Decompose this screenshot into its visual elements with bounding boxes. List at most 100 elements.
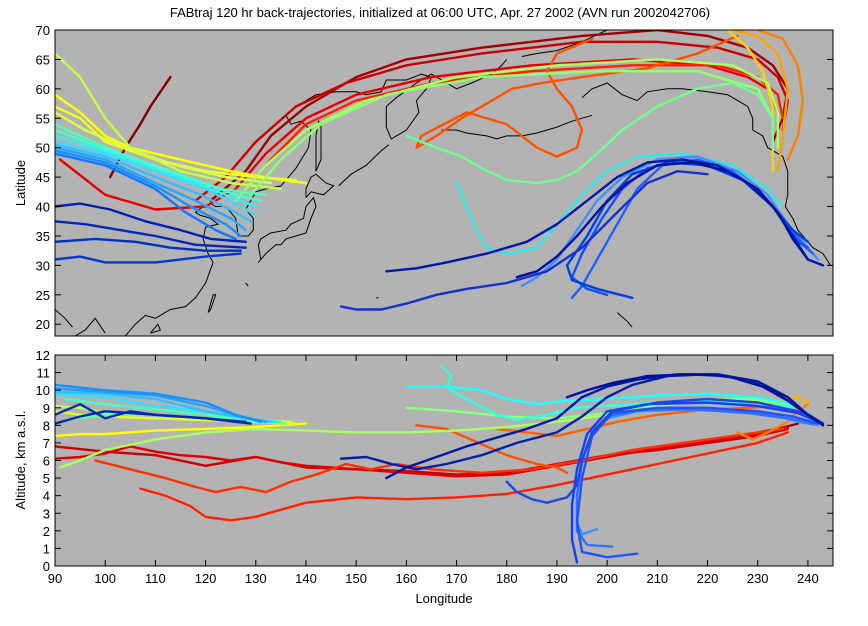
map-y-tick-label: 55 [36, 111, 50, 126]
map-y-tick-label: 20 [36, 317, 50, 332]
altitude-x-tick-label: 150 [345, 571, 367, 586]
map-y-tick-label: 40 [36, 200, 50, 215]
altitude-trajectory-layer [55, 364, 825, 564]
altitude-x-tick-label: 230 [747, 571, 769, 586]
map-trajectory-29 [55, 252, 242, 264]
altitude-x-tick-label: 220 [697, 571, 719, 586]
altitude-trajectory-9 [55, 422, 308, 438]
altitude-trajectory-4 [94, 427, 784, 494]
map-trajectory-14 [249, 70, 774, 196]
altitude-x-tick-label: 210 [646, 571, 668, 586]
map-panel: 20 25 30 35 40 45 50 55 60 65 70 Latitude [13, 23, 834, 337]
coastline-segment [616, 312, 633, 328]
altitude-trajectory-2 [55, 425, 789, 478]
coastline-segment [124, 59, 508, 336]
coastline-segment [150, 323, 162, 334]
map-trajectory-32 [55, 202, 247, 243]
map-y-tick-label: 70 [36, 23, 50, 38]
coastline-segment [338, 144, 390, 187]
altitude-y-tick-label: 11 [37, 366, 51, 381]
altitude-trajectory-24 [575, 406, 820, 559]
map-trajectory-15 [405, 81, 774, 185]
altitude-x-tick-label: 240 [797, 571, 819, 586]
altitude-y-tick-label: 9 [43, 401, 50, 416]
map-trajectory-4 [239, 64, 784, 196]
map-trajectory-layer [55, 30, 825, 311]
altitude-trajectory-30 [385, 373, 825, 480]
altitude-trajectory-25 [570, 401, 820, 564]
coastline-segment [55, 309, 73, 328]
map-y-tick-label: 65 [36, 52, 50, 67]
map-trajectory-35 [515, 161, 810, 279]
coastline-segment [74, 317, 106, 336]
coastline-segment [305, 173, 335, 199]
map-trajectory-22 [55, 146, 247, 232]
altitude-y-tick-label: 3 [43, 506, 50, 521]
map-trajectory-23 [55, 149, 242, 238]
altitude-x-tick-label: 180 [496, 571, 518, 586]
altitude-trajectory-26 [505, 397, 820, 504]
altitude-x-axis-title: Longitude [415, 591, 472, 606]
map-trajectory-5 [415, 34, 739, 158]
map-trajectory-18 [55, 134, 257, 208]
map-trajectory-31 [55, 220, 247, 249]
map-axes-frame [54, 29, 834, 337]
coastline-segment [441, 114, 593, 140]
map-trajectory-2 [194, 40, 789, 202]
map-y-tick-label: 30 [36, 258, 50, 273]
coastline-segment [521, 30, 608, 57]
map-y-tick-label: 45 [36, 170, 50, 185]
altitude-y-axis-title: Altitude, km a.s.l. [13, 411, 28, 510]
map-trajectory-33 [339, 170, 709, 311]
altitude-x-tick-label: 120 [195, 571, 217, 586]
altitude-y-tick-label: 6 [43, 454, 50, 469]
altitude-y-tick-label: 12 [36, 348, 50, 363]
altitude-y-tick-label: 2 [43, 524, 50, 539]
altitude-x-tick-label: 170 [446, 571, 468, 586]
coastline-segment [207, 294, 217, 313]
coastline-segment [257, 196, 317, 263]
map-trajectory-20 [55, 140, 257, 217]
coastline-segment [581, 82, 831, 266]
altitude-x-tick-label: 200 [596, 571, 618, 586]
altitude-trajectory-31 [565, 373, 825, 427]
altitude-trajectory-6 [495, 404, 779, 438]
altitude-x-axis: 90 100 110 120 130 140 150 160 170 180 190 200 210 22… [48, 355, 819, 586]
map-trajectory-30 [55, 237, 242, 252]
altitude-y-tick-label: 0 [43, 559, 50, 574]
map-trajectory-6 [756, 30, 805, 161]
figure-title: FABtraj 120 hr back-trajectories, initia… [170, 5, 710, 20]
altitude-x-tick-label: 190 [546, 571, 568, 586]
altitude-y-tick-label: 7 [43, 436, 50, 451]
altitude-y-tick-label: 4 [43, 489, 50, 504]
map-y-axis-title: Latitude [13, 160, 28, 206]
altitude-trajectory-21 [55, 383, 262, 423]
map-trajectory-17 [55, 128, 262, 202]
map-y-tick-label: 25 [36, 288, 50, 303]
map-trajectory-1 [209, 30, 789, 202]
map-y-tick-label: 60 [36, 82, 50, 97]
altitude-trajectory-17 [405, 385, 794, 406]
map-y-tick-label: 50 [36, 141, 50, 156]
altitude-x-tick-label: 160 [396, 571, 418, 586]
map-trajectory-12 [55, 52, 283, 191]
map-trajectory-24 [55, 152, 237, 241]
altitude-y-tick-label: 1 [43, 541, 50, 556]
map-trajectory-19 [455, 152, 784, 255]
map-trajectory-7 [731, 30, 789, 173]
altitude-x-tick-label: 100 [94, 571, 116, 586]
altitude-y-tick-label: 5 [43, 471, 50, 486]
map-trajectory-21 [55, 143, 252, 223]
altitude-trajectory-3 [139, 431, 789, 522]
map-y-tick-label: 35 [36, 229, 50, 244]
coastline-segment [245, 282, 249, 287]
altitude-trajectory-1 [55, 427, 789, 476]
altitude-y-tick-label: 10 [36, 383, 50, 398]
map-trajectory-13 [234, 58, 779, 202]
altitude-x-tick-label: 140 [295, 571, 317, 586]
altitude-y-tick-label: 8 [43, 418, 50, 433]
